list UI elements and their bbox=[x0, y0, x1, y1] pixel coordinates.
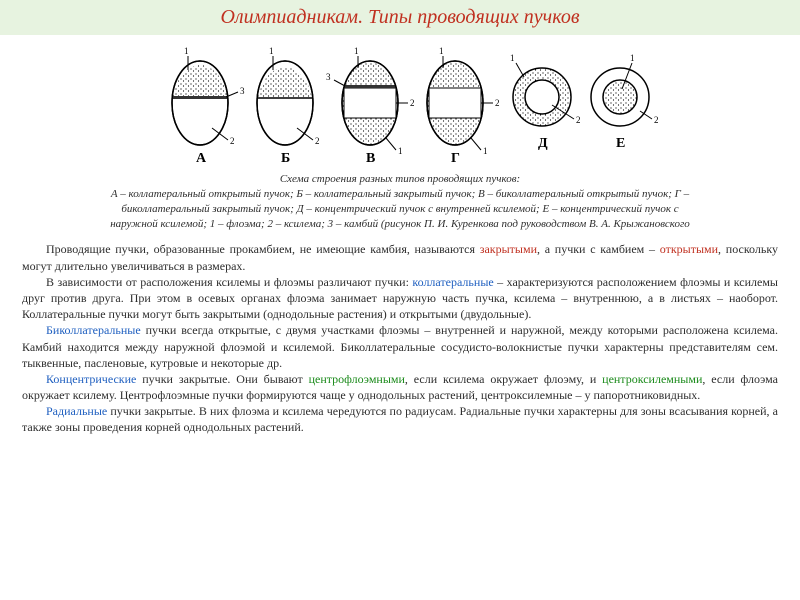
bundle-f: 1 2 Е bbox=[591, 53, 659, 151]
svg-text:2: 2 bbox=[315, 136, 320, 146]
svg-text:1: 1 bbox=[630, 53, 635, 63]
text-span: коллатеральные bbox=[412, 275, 493, 289]
svg-text:1: 1 bbox=[483, 146, 488, 156]
pointer-3: 3 bbox=[240, 86, 245, 96]
caption-title: Схема строения разных типов проводящих п… bbox=[280, 173, 520, 185]
paragraph: Концентрические пучки закрытые. Они быва… bbox=[22, 371, 778, 403]
svg-text:1: 1 bbox=[269, 46, 274, 56]
text-span: закрытыми bbox=[480, 242, 537, 256]
label-d: Г bbox=[451, 151, 460, 166]
text-span: , а пучки с камбием – bbox=[537, 242, 660, 256]
diagram-caption: Схема строения разных типов проводящих п… bbox=[40, 172, 760, 231]
svg-text:2: 2 bbox=[654, 115, 659, 125]
label-a: А bbox=[196, 151, 207, 166]
page-title: Олимпиадникам. Типы проводящих пучков bbox=[12, 6, 788, 29]
paragraph: Биколлатеральные пучки всегда открытые, … bbox=[22, 322, 778, 371]
svg-text:1: 1 bbox=[398, 146, 403, 156]
label-c: В bbox=[366, 151, 375, 166]
paragraph: Проводящие пучки, образованные прокамбие… bbox=[22, 241, 778, 273]
text-span: Концентрические bbox=[46, 372, 136, 386]
bundle-c: 1 1 2 3 В bbox=[326, 46, 415, 166]
text-span: В зависимости от расположения ксилемы и … bbox=[46, 275, 412, 289]
paragraph: В зависимости от расположения ксилемы и … bbox=[22, 274, 778, 323]
caption-body: А – коллатеральный открытый пучок; Б – к… bbox=[110, 188, 690, 230]
bundle-types-diagram: 1 2 3 А 1 2 Б 1 1 bbox=[140, 43, 660, 168]
text-span: центроксилемными bbox=[602, 372, 702, 386]
pointer-2: 2 bbox=[230, 136, 235, 146]
header-bar: Олимпиадникам. Типы проводящих пучков bbox=[0, 0, 800, 35]
bundle-d: 1 1 2 Г bbox=[427, 46, 500, 166]
text-span: открытыми bbox=[660, 242, 718, 256]
bundle-a: 1 2 3 А bbox=[172, 46, 245, 166]
label-f: Е bbox=[616, 136, 625, 151]
label-b: Б bbox=[281, 151, 290, 166]
text-span: пучки закрытые. Они бывают bbox=[136, 372, 308, 386]
svg-text:3: 3 bbox=[326, 72, 331, 82]
text-span: пучки закрытые. В них флоэма и ксилема ч… bbox=[22, 404, 778, 434]
text-span: , если ксилема окружает флоэму, и bbox=[405, 372, 602, 386]
bundle-b: 1 2 Б bbox=[257, 46, 320, 166]
body-text: Проводящие пучки, образованные прокамбие… bbox=[0, 241, 800, 435]
pointer-1: 1 bbox=[184, 46, 189, 56]
text-span: Биколлатеральные bbox=[46, 323, 141, 337]
svg-text:2: 2 bbox=[495, 98, 500, 108]
bundle-e: 1 2 Д bbox=[510, 53, 581, 151]
svg-text:2: 2 bbox=[410, 98, 415, 108]
diagram-area: 1 2 3 А 1 2 Б 1 1 bbox=[0, 43, 800, 231]
svg-text:1: 1 bbox=[439, 46, 444, 56]
text-span: центрофлоэмными bbox=[309, 372, 405, 386]
svg-text:2: 2 bbox=[576, 115, 581, 125]
paragraph: Радиальные пучки закрытые. В них флоэма … bbox=[22, 403, 778, 435]
text-span: Радиальные bbox=[46, 404, 107, 418]
svg-text:1: 1 bbox=[510, 53, 515, 63]
svg-text:1: 1 bbox=[354, 46, 359, 56]
label-e: Д bbox=[538, 136, 548, 151]
text-span: Проводящие пучки, образованные прокамбие… bbox=[46, 242, 480, 256]
